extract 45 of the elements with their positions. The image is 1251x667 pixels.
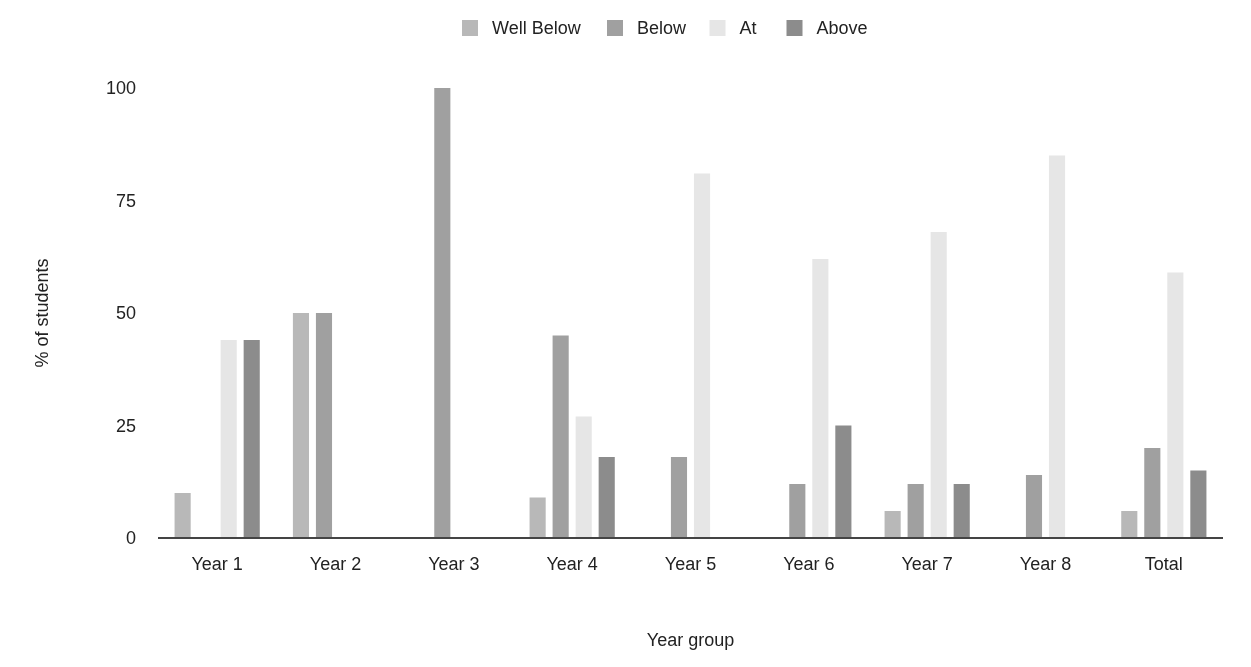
bar [1025, 475, 1043, 538]
bar [598, 457, 615, 538]
bar [693, 173, 711, 538]
y-tick-label: 100 [105, 78, 136, 99]
bar [1121, 511, 1138, 538]
y-tick-label: 75 [115, 190, 136, 211]
bar [930, 232, 947, 538]
x-tick-label: Year 7 [901, 554, 953, 574]
bar [835, 425, 852, 538]
bar [1048, 155, 1066, 538]
bar [575, 416, 592, 538]
x-tick-label: Year 6 [783, 554, 835, 574]
bar [1144, 448, 1161, 538]
y-axis-title: % of students [32, 258, 52, 368]
bar [220, 340, 237, 538]
y-tick-label: 0 [125, 528, 136, 549]
bar [434, 88, 451, 538]
bar [529, 497, 546, 538]
legend-label: At [739, 18, 757, 39]
x-tick-label: Total [1144, 554, 1183, 574]
y-tick-label: 50 [115, 303, 136, 324]
bar [953, 484, 970, 538]
x-tick-label: Year 4 [546, 554, 598, 574]
bar [789, 484, 806, 538]
bar [1190, 470, 1207, 538]
bar [907, 484, 924, 538]
legend-label: Well Below [492, 18, 582, 39]
bar [670, 457, 688, 538]
bar [292, 313, 310, 538]
bar [1167, 272, 1184, 538]
legend-label: Above [816, 18, 868, 39]
bar [884, 511, 901, 538]
x-tick-label: Year 2 [309, 554, 362, 574]
x-tick-label: Year 5 [664, 554, 717, 574]
bar [315, 313, 333, 538]
bar [243, 340, 260, 538]
x-tick-label: Year 3 [428, 554, 480, 574]
x-tick-label: Year 1 [191, 554, 243, 574]
x-tick-label: Year 8 [1019, 554, 1072, 574]
legend-label: Below [637, 18, 688, 39]
y-tick-label: 25 [115, 415, 136, 436]
x-axis-title: Year group [646, 630, 735, 650]
bar [552, 335, 569, 538]
bar [812, 259, 829, 538]
bar [174, 493, 191, 538]
